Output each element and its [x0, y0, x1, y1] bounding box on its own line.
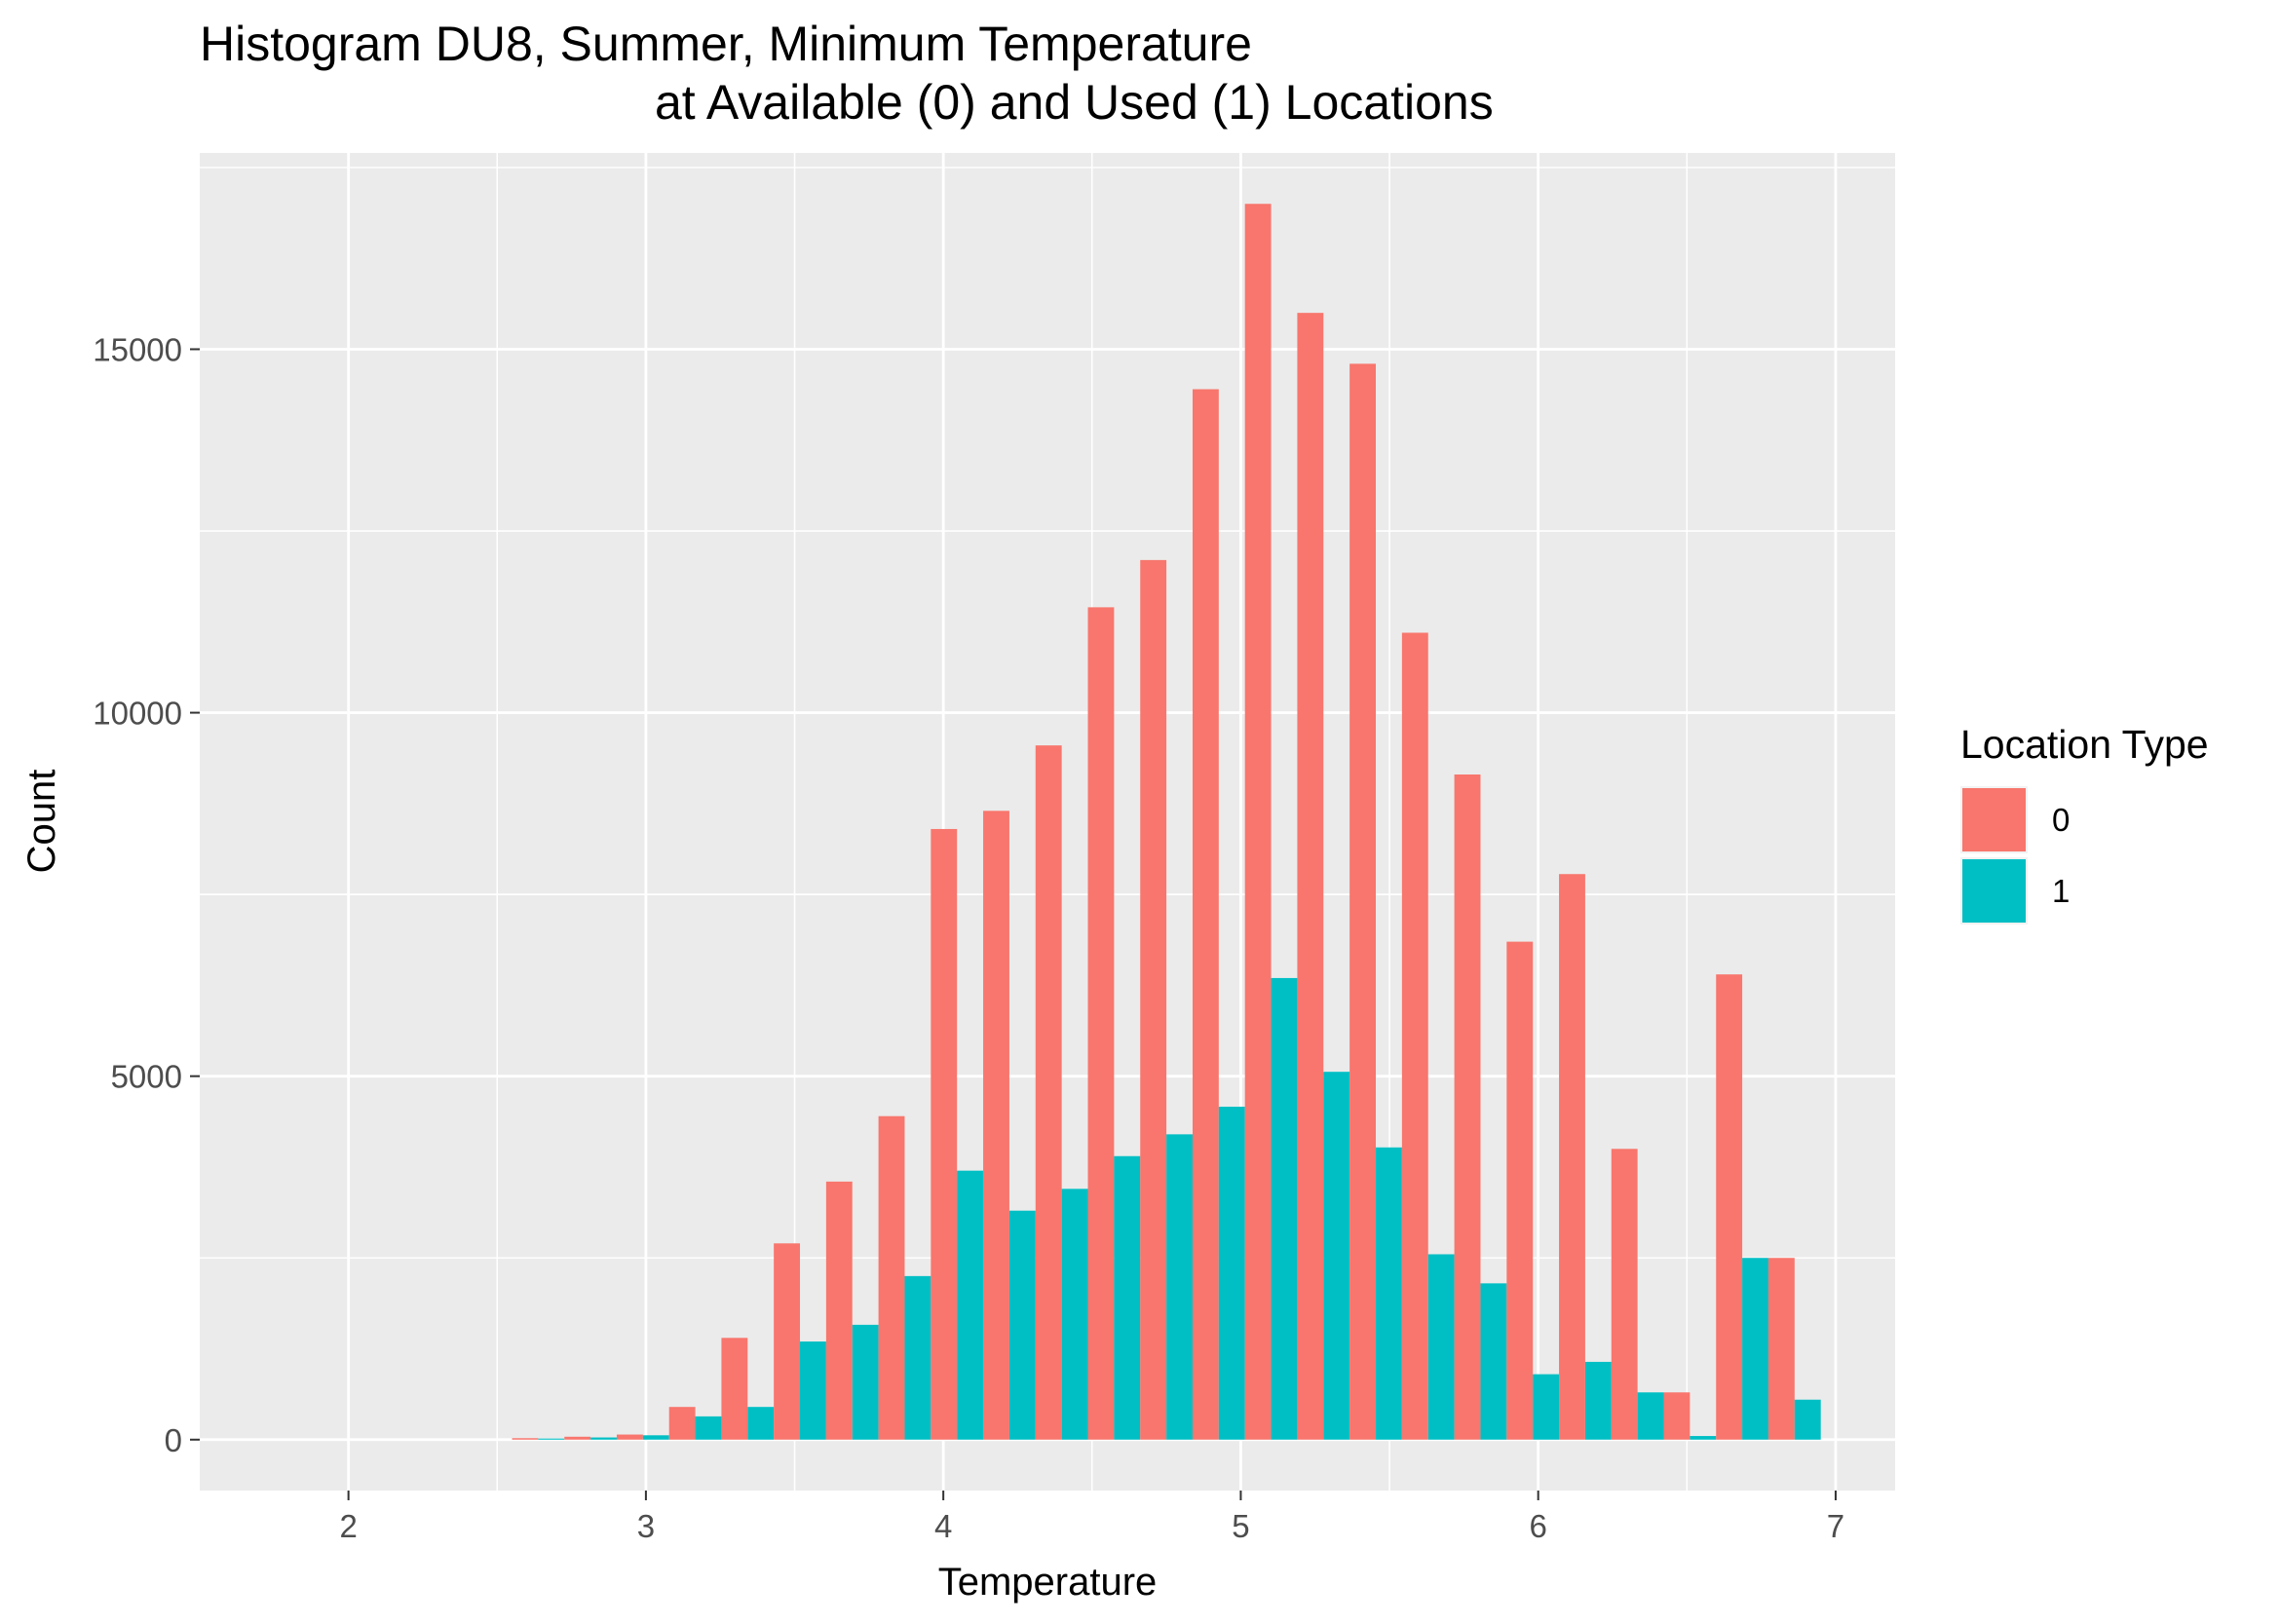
bar-series-1	[1271, 977, 1298, 1440]
bar-series-0	[564, 1436, 591, 1440]
bar-series-0	[1349, 363, 1377, 1440]
bar-series-1	[1742, 1258, 1768, 1440]
bar-series-1	[695, 1416, 722, 1440]
bar-series-0	[1140, 559, 1167, 1440]
bar-series-0	[931, 828, 958, 1440]
bar-series-0	[1767, 1258, 1795, 1440]
legend-title: Location Type	[1960, 722, 2209, 767]
y-axis-ticks: 0 5000 10000 15000	[93, 331, 200, 1458]
x-tick-label: 6	[1530, 1508, 1547, 1544]
legend-label-1: 1	[2052, 873, 2070, 909]
bar-series-1	[1061, 1189, 1088, 1440]
x-axis-title: Temperature	[938, 1561, 1158, 1604]
bar-series-1	[1427, 1254, 1455, 1440]
bar-series-0	[668, 1407, 696, 1440]
bar-series-1	[800, 1341, 826, 1440]
bar-series-1	[1690, 1436, 1717, 1440]
bar-series-0	[878, 1115, 905, 1440]
bar-series-1	[1480, 1283, 1507, 1440]
bar-series-0	[1035, 745, 1062, 1440]
bar-series-1	[1376, 1147, 1402, 1440]
bar-series-1	[904, 1275, 931, 1440]
bar-series-0	[1297, 313, 1324, 1440]
y-tick-label: 5000	[111, 1059, 182, 1095]
bar-series-1	[1584, 1361, 1612, 1440]
x-tick-label: 4	[934, 1508, 952, 1544]
x-axis-ticks: 2 3 4 5 6 7	[339, 1491, 1844, 1544]
bar-series-0	[774, 1243, 801, 1440]
bar-series-1	[852, 1324, 879, 1440]
y-tick-label: 10000	[93, 696, 182, 732]
bar-series-0	[983, 811, 1009, 1440]
bar-series-1	[957, 1170, 984, 1440]
bar-series-1	[1218, 1107, 1245, 1440]
x-tick-label: 3	[637, 1508, 655, 1544]
bar-series-0	[1454, 774, 1481, 1440]
chart-title-line2: at Available (0) and Used (1) Locations	[655, 75, 1494, 130]
legend: Location Type 01	[1960, 722, 2209, 925]
bar-series-1	[1323, 1072, 1350, 1440]
x-tick-label: 2	[339, 1508, 357, 1544]
bar-series-0	[1244, 204, 1272, 1440]
legend-items: 01	[1960, 786, 2070, 925]
bar-series-1	[590, 1437, 617, 1440]
bar-series-0	[1192, 389, 1219, 1440]
bar-series-1	[1008, 1210, 1036, 1440]
bar-series-1	[1114, 1155, 1141, 1440]
bar-series-0	[825, 1181, 853, 1440]
x-tick-label: 7	[1827, 1508, 1844, 1544]
histogram-bars	[512, 204, 1821, 1440]
bar-series-0	[1663, 1392, 1691, 1440]
bar-series-0	[721, 1338, 748, 1440]
bar-series-1	[1794, 1399, 1821, 1440]
y-axis-title: Count	[20, 770, 63, 874]
bar-series-1	[1533, 1374, 1560, 1440]
bar-series-0	[1401, 632, 1428, 1440]
legend-label-0: 0	[2052, 802, 2070, 838]
bar-series-0	[1087, 607, 1115, 1440]
legend-key-0	[1962, 788, 2026, 851]
bar-series-1	[538, 1438, 565, 1440]
bar-series-1	[642, 1435, 669, 1440]
bar-series-0	[1611, 1149, 1638, 1440]
bar-series-1	[747, 1407, 775, 1440]
bar-series-0	[512, 1438, 539, 1440]
bar-series-0	[1506, 941, 1534, 1440]
x-tick-label: 5	[1232, 1508, 1249, 1544]
bar-series-1	[1637, 1392, 1664, 1440]
bar-series-1	[1166, 1134, 1193, 1440]
bar-series-0	[1559, 874, 1585, 1440]
bar-series-0	[616, 1434, 643, 1440]
chart-title-line1: Histogram DU8, Summer, Minimum Temperatu…	[200, 17, 1252, 71]
legend-key-1	[1962, 859, 2026, 923]
bar-series-0	[1716, 974, 1743, 1440]
y-tick-label: 0	[165, 1422, 182, 1458]
y-tick-label: 15000	[93, 331, 182, 367]
